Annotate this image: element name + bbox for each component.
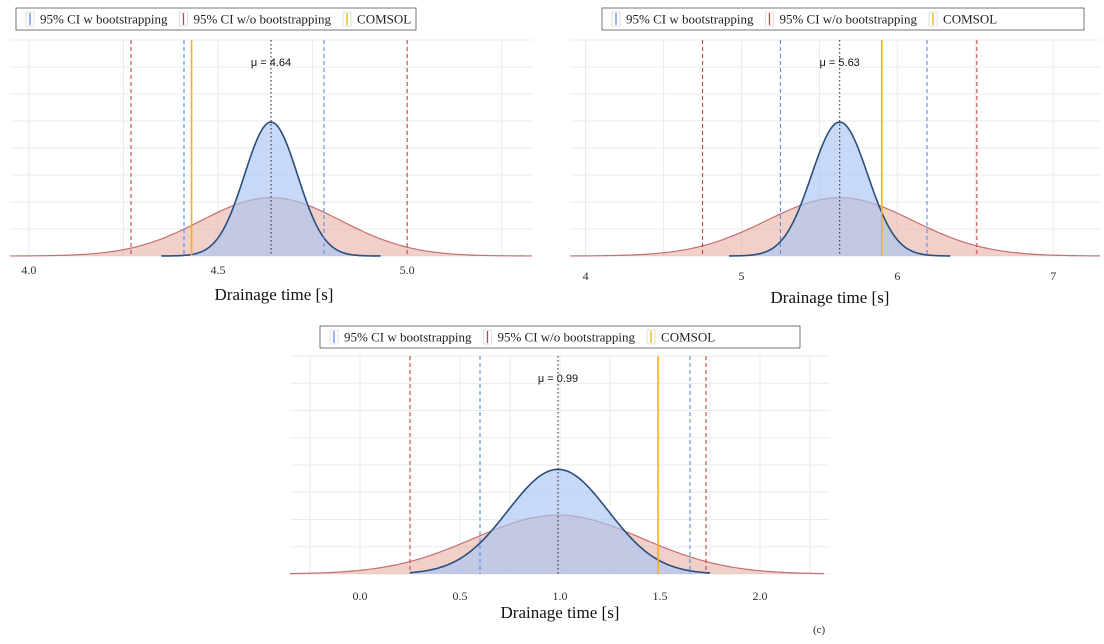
legend-label: COMSOL [943,12,997,27]
legend-box [15,7,417,31]
x-axis-title: Drainage time [s] [215,285,334,304]
chart-panel-b: μ = 5.63 4 5 6 7 Drainage time [s] 95% CI w bo… [569,7,1101,307]
legend-label: 95% CI w/o bootstrapping [193,12,331,27]
legend-box [319,325,801,349]
legend-key [483,329,492,345]
legend: 95% CI w bootstrapping 95% CI w/o bootstr… [15,7,417,31]
x-tick-label: 6 [894,269,900,283]
legend: 95% CI w bootstrapping 95% CI w/o bootstr… [319,325,801,349]
legend-key [25,11,35,27]
legend-label: 95% CI w bootstrapping [40,12,168,27]
x-tick-label: 0.5 [453,589,468,603]
x-tick-label: 5 [738,269,744,283]
x-tick-label: 1.0 [553,589,568,603]
legend-key [342,11,352,27]
x-tick-label: 4.0 [21,263,36,277]
x-tick-label: 2.0 [753,589,768,603]
chart-panel-c: μ = 0.99 0.0 0.5 1.0 1.5 2.0 Drainage time [s]… [289,325,830,622]
legend-key [646,329,656,345]
density-curve-bootstrap [409,468,711,574]
legend-label: 95% CI w/o bootstrapping [779,12,917,27]
legend-label: COMSOL [357,12,411,27]
mean-label: μ = 5.63 [820,57,860,69]
density-area-bootstrap [410,469,710,574]
panel-label: (c) [813,624,826,636]
x-tick-label: 4.5 [211,263,226,277]
legend-label: 95% CI w/o bootstrapping [497,330,635,345]
mean-label: μ = 4.64 [251,57,291,69]
legend-key [611,11,621,27]
legend-label: 95% CI w bootstrapping [626,12,754,27]
legend-label: 95% CI w bootstrapping [344,330,472,345]
legend-key [928,11,938,27]
legend-key [765,11,774,27]
x-tick-label: 5.0 [400,263,415,277]
legend: 95% CI w bootstrapping 95% CI w/o bootstr… [601,7,1085,31]
legend-label: COMSOL [661,330,715,345]
x-tick-label: 7 [1050,269,1056,283]
x-tick-label: 1.5 [653,589,668,603]
x-axis-title: Drainage time [s] [771,288,890,307]
legend-key [179,11,188,27]
density-curve-bootstrap [728,121,951,257]
mean-label: μ = 0.99 [538,373,578,385]
legend-box [601,7,1085,31]
x-tick-label: 0.0 [353,589,368,603]
legend-key [329,329,339,345]
density-curve-bootstrap [161,121,381,257]
x-axis-title: Drainage time [s] [501,603,620,622]
chart-panel-a: μ = 4.64 4.0 4.5 5.0 Drainage time [s] 95% CI… [9,7,533,304]
x-tick-label: 4 [583,269,589,283]
